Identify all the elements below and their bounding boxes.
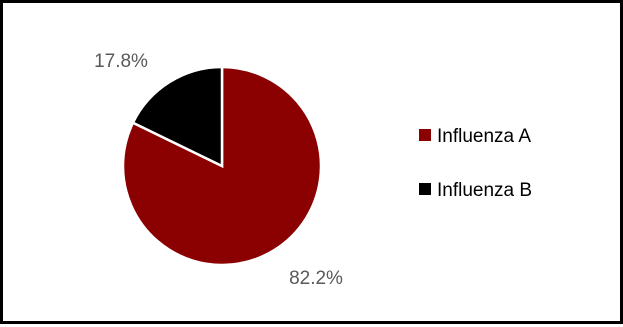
data-label-influenza-a: 82.2% [289, 268, 343, 289]
data-label-influenza-b: 17.8% [94, 51, 148, 72]
legend: Influenza A Influenza B [419, 126, 532, 201]
legend-swatch-influenza-a [419, 129, 431, 141]
pie-slices [121, 65, 323, 267]
data-labels: 82.2% 17.8% [94, 51, 343, 289]
legend-label-influenza-a: Influenza A [437, 126, 531, 147]
legend-swatch-influenza-b [419, 183, 431, 195]
pie-chart: 82.2% 17.8% Influenza A Influenza B [94, 51, 532, 289]
pie-slice-influenza-b [131, 65, 224, 168]
legend-label-influenza-b: Influenza B [437, 180, 532, 201]
